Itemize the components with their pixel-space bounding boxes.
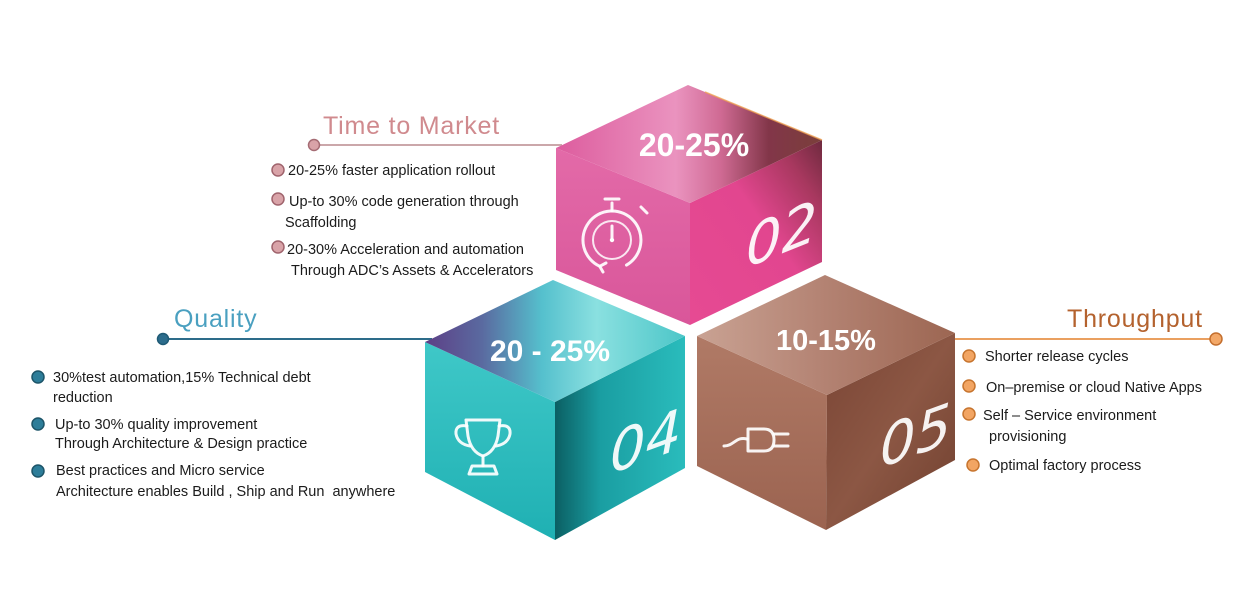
plug-icon bbox=[722, 427, 790, 453]
bullet-dot bbox=[31, 417, 45, 431]
bullet-text: Shorter release cycles bbox=[985, 349, 1128, 365]
quality-section: Quality 30%test automation,15% Technical… bbox=[31, 280, 685, 540]
throughput-title: Throughput bbox=[1067, 305, 1203, 333]
bullet-dot bbox=[962, 407, 976, 421]
cube-right-face bbox=[555, 336, 685, 540]
bullet-dot bbox=[271, 192, 285, 206]
cube-top-face bbox=[556, 85, 822, 203]
bullet-dot bbox=[962, 349, 976, 363]
throughput-section: Throughput Shorter release cycles On–pre… bbox=[697, 275, 1223, 530]
bullet-text: Through ADC’s Assets & Accelerators bbox=[291, 263, 533, 279]
bullet-text: Up-to 30% quality improvement bbox=[55, 417, 257, 433]
bullet-text: provisioning bbox=[989, 429, 1066, 445]
bullet-text: 20-25% faster application rollout bbox=[288, 163, 495, 179]
quality-cube: 20 - 25% 04 bbox=[425, 280, 685, 540]
cube-right-face bbox=[690, 140, 822, 325]
time-to-market-title: Time to Market bbox=[323, 112, 500, 140]
bullet-dot bbox=[966, 458, 980, 472]
bullet-text: 20-30% Acceleration and automation bbox=[287, 242, 524, 258]
bullet-list: 20-25% faster application rollout Up-to … bbox=[271, 163, 533, 279]
bullet-text: Self – Service environment bbox=[983, 408, 1156, 424]
bullet-list: 30%test automation,15% Technical debt re… bbox=[31, 370, 395, 500]
trophy-icon bbox=[454, 418, 512, 476]
bullet-text: 30%test automation,15% Technical debt bbox=[53, 370, 311, 386]
cube-left-face bbox=[425, 342, 555, 540]
stopwatch-icon bbox=[581, 197, 649, 274]
bullet-dot bbox=[31, 370, 45, 384]
bullet-list: Shorter release cycles On–premise or clo… bbox=[962, 349, 1202, 474]
bullet-text: On–premise or cloud Native Apps bbox=[986, 380, 1202, 396]
bullet-dot bbox=[271, 163, 285, 177]
cube-top-face bbox=[697, 275, 955, 395]
bullet-text: Best practices and Micro service bbox=[56, 463, 265, 479]
metric-value: 20 - 25% bbox=[490, 335, 610, 368]
metric-value: 10-15% bbox=[776, 325, 876, 357]
cube-left-face bbox=[556, 148, 690, 325]
time-to-market-cube: 20-25% 02 bbox=[556, 85, 823, 325]
throughput-cube: 10-15% 05 bbox=[697, 275, 955, 530]
bullet-text: Architecture enables Build , Ship and Ru… bbox=[56, 484, 395, 500]
bullet-dot bbox=[31, 464, 45, 478]
cube-right-face bbox=[826, 333, 955, 530]
bullet-text: Through Architecture & Design practice bbox=[55, 436, 307, 452]
cube-edge-highlight bbox=[704, 91, 823, 141]
metric-value: 20-25% bbox=[639, 127, 749, 163]
connector-dot bbox=[307, 138, 321, 152]
bullet-text: Optimal factory process bbox=[989, 458, 1141, 474]
bullet-text: reduction bbox=[53, 390, 113, 406]
connector-dot bbox=[1209, 332, 1223, 346]
cube-top-face bbox=[425, 280, 685, 402]
quality-title: Quality bbox=[174, 305, 257, 333]
bullet-dot bbox=[962, 379, 976, 393]
bullet-text: Scaffolding bbox=[285, 215, 356, 231]
bullet-dot bbox=[271, 240, 285, 254]
bullet-text: Up-to 30% code generation through bbox=[289, 194, 519, 210]
connector-dot bbox=[156, 332, 170, 346]
time-to-market-section: Time to Market 20-25% faster application… bbox=[271, 85, 823, 325]
cube-left-face bbox=[697, 336, 827, 530]
